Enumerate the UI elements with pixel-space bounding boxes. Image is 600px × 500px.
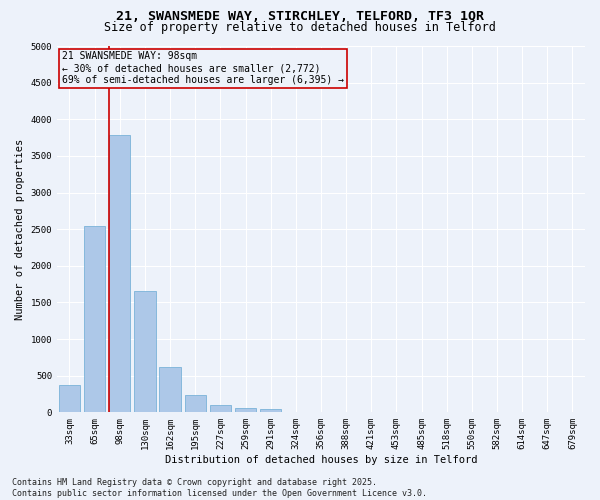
Text: Contains HM Land Registry data © Crown copyright and database right 2025.
Contai: Contains HM Land Registry data © Crown c…	[12, 478, 427, 498]
Bar	[235, 408, 256, 412]
Bar	[84, 226, 106, 412]
Bar	[260, 409, 281, 412]
Text: 21 SWANSMEDE WAY: 98sqm
← 30% of detached houses are smaller (2,772)
69% of semi: 21 SWANSMEDE WAY: 98sqm ← 30% of detache…	[62, 52, 344, 84]
Bar	[59, 385, 80, 412]
Bar	[185, 394, 206, 412]
Text: Size of property relative to detached houses in Telford: Size of property relative to detached ho…	[104, 21, 496, 34]
Text: 21, SWANSMEDE WAY, STIRCHLEY, TELFORD, TF3 1QR: 21, SWANSMEDE WAY, STIRCHLEY, TELFORD, T…	[116, 10, 484, 23]
Y-axis label: Number of detached properties: Number of detached properties	[15, 138, 25, 320]
Bar	[134, 290, 155, 412]
Bar	[209, 405, 231, 412]
Bar	[109, 136, 130, 412]
X-axis label: Distribution of detached houses by size in Telford: Distribution of detached houses by size …	[165, 455, 477, 465]
Bar	[160, 367, 181, 412]
